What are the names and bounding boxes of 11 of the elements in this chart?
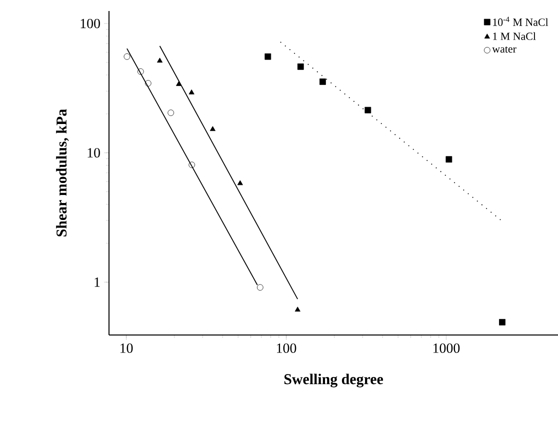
y-tick-label: 10 (88, 148, 100, 158)
legend-label: 10$^{-4}$ M NaCl (493, 16, 548, 26)
x-tick-label: 100 (276, 343, 296, 353)
legend-label: water (492, 46, 516, 53)
y-axis-title: Shear modulus, kPa (56, 109, 69, 236)
x-axis-title: Swelling degree (284, 374, 384, 388)
x-tick-label: 1000 (433, 343, 460, 353)
y-tick-label: 1 (94, 278, 100, 287)
y-tick-label: 100 (80, 18, 100, 28)
legend-label: 1 M NaCl (493, 32, 536, 40)
x-tick-label: 10 (120, 343, 133, 353)
